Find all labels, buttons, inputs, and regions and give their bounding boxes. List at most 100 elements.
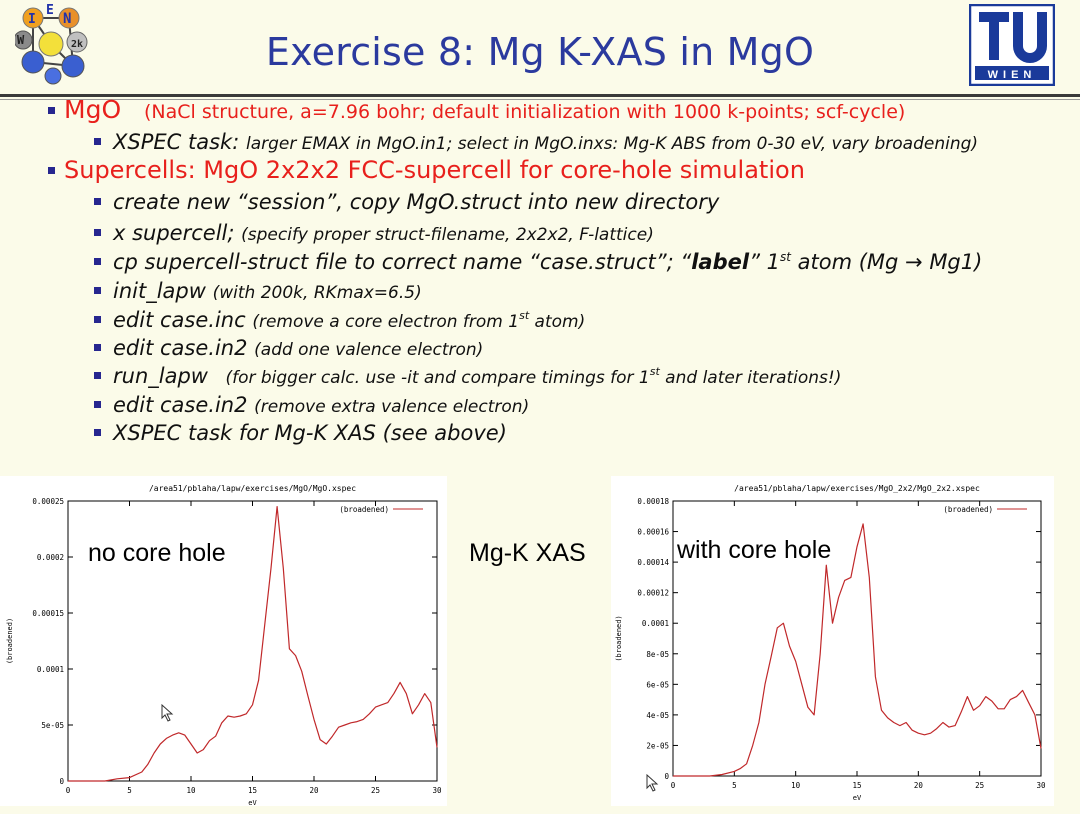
center-label: Mg-K XAS <box>469 539 586 567</box>
x-tick-label: 20 <box>309 786 319 795</box>
x-tick-label: 0 <box>66 786 71 795</box>
legend-label: (broadened) <box>339 505 389 514</box>
y-tick-label: 0.00018 <box>637 497 669 506</box>
sub-note: larger EMAX in MgO.in1; select in MgO.in… <box>245 134 979 154</box>
sub-note: (specify proper struct-filename, 2x2x2, … <box>241 225 654 245</box>
bullet-marker <box>48 107 55 114</box>
y-tick-label: 5e-05 <box>41 721 64 730</box>
x-tick-label: 5 <box>127 786 132 795</box>
svg-text:N: N <box>63 11 71 27</box>
svg-text:W: W <box>17 33 25 47</box>
y-tick-label: 0.0002 <box>37 553 64 562</box>
x-axis-label: eV <box>853 794 862 802</box>
y-axis-label: (broadened) <box>6 618 14 664</box>
chart-no-core-hole: /area51/pblaha/lapw/exercises/MgO/MgO.xs… <box>0 476 447 807</box>
y-tick-label: 0 <box>59 777 64 786</box>
subbullet: edit case.in2 (add one valence electron) <box>94 336 483 360</box>
bullet-supercells: Supercells: MgO 2x2x2 FCC-supercell for … <box>48 156 805 184</box>
subbullet: cp supercell-struct file to correct name… <box>94 250 982 274</box>
tuwien-logo: WIEN <box>968 3 1056 87</box>
x-tick-label: 5 <box>732 781 737 790</box>
x-tick-label: 30 <box>1036 781 1046 790</box>
sub-main: XSPEC task for Mg-K XAS (see above) <box>113 421 507 445</box>
sub-main: edit case.in2 <box>113 336 248 360</box>
bullet-text: (NaCl structure, a=7.96 bohr; default in… <box>144 101 906 123</box>
y-tick-label: 0.00014 <box>637 558 669 567</box>
wien2k-logo: I N W E 2k <box>13 3 95 88</box>
sub-note: (remove extra valence electron) <box>254 397 530 417</box>
sub-bold: label <box>691 250 750 274</box>
y-axis-label: (broadened) <box>615 615 623 661</box>
sub-note-2: and later iterations!) <box>659 368 842 388</box>
y-tick-label: 0.00012 <box>637 589 669 598</box>
sub-main: edit case.in2 <box>113 393 248 417</box>
sup: st <box>519 309 530 322</box>
mouse-cursor-icon <box>161 703 175 726</box>
y-tick-label: 2e-05 <box>646 741 669 750</box>
sub-note: (remove a core electron from 1 <box>252 312 520 332</box>
subbullet: edit case.inc (remove a core electron fr… <box>94 308 585 332</box>
y-tick-label: 0.0001 <box>37 665 64 674</box>
x-tick-label: 30 <box>432 786 442 795</box>
annotation-with-core-hole: with core hole <box>677 536 832 564</box>
sub-main: cp supercell-struct file to correct name… <box>113 250 692 274</box>
y-tick-label: 6e-05 <box>646 680 669 689</box>
series-line-broadened <box>673 523 1042 777</box>
sup: st <box>649 365 660 378</box>
sub-main: create new “session”, copy MgO.struct in… <box>113 190 720 214</box>
bullet-head: Supercells: MgO 2x2x2 FCC-supercell for … <box>64 156 805 184</box>
x-tick-label: 15 <box>248 786 257 795</box>
annotation-no-core-hole: no core hole <box>88 539 226 567</box>
sub-note-2: atom) <box>529 312 586 332</box>
mouse-cursor-icon <box>646 773 660 796</box>
svg-text:I: I <box>28 12 36 27</box>
bullet-mgo: MgO (NaCl structure, a=7.96 bohr; defaul… <box>48 95 905 124</box>
sub-main-2: ” 1 <box>749 250 780 274</box>
chart-title: /area51/pblaha/lapw/exercises/MgO_2x2/Mg… <box>734 484 980 493</box>
y-tick-label: 0.00016 <box>637 528 669 537</box>
svg-text:2k: 2k <box>71 39 83 50</box>
sup: st <box>780 250 791 264</box>
x-tick-label: 0 <box>671 781 676 790</box>
sub-main: XSPEC task: <box>113 130 240 154</box>
bullet-marker <box>48 167 55 174</box>
x-tick-label: 10 <box>186 786 196 795</box>
x-tick-label: 10 <box>791 781 801 790</box>
y-tick-label: 8e-05 <box>646 650 669 659</box>
y-tick-label: 0.00015 <box>32 609 64 618</box>
sub-main: edit case.inc <box>113 308 246 332</box>
bullet-head: MgO <box>64 95 122 124</box>
x-tick-label: 15 <box>852 781 861 790</box>
subbullet: x supercell; (specify proper struct-file… <box>94 221 654 245</box>
svg-text:WIEN: WIEN <box>988 69 1037 81</box>
chart-with-core-hole: /area51/pblaha/lapw/exercises/MgO_2x2/Mg… <box>611 476 1054 806</box>
sub-note: (with 200k, RKmax=6.5) <box>212 283 422 303</box>
subbullet: edit case.in2 (remove extra valence elec… <box>94 393 529 417</box>
x-tick-label: 20 <box>914 781 924 790</box>
title-divider <box>0 94 1080 97</box>
x-axis-label: eV <box>248 799 257 806</box>
y-tick-label: 0.0001 <box>642 619 669 628</box>
title-divider-thin <box>0 99 1080 100</box>
y-tick-label: 4e-05 <box>646 711 669 720</box>
sub-main: run_lapw <box>113 364 208 388</box>
subbullet: create new “session”, copy MgO.struct in… <box>94 190 719 214</box>
subbullet: init_lapw (with 200k, RKmax=6.5) <box>94 279 422 303</box>
sub-note: (for bigger calc. use -it and compare ti… <box>214 368 650 388</box>
series-line-broadened <box>68 506 438 782</box>
subbullet: XSPEC task: larger EMAX in MgO.in1; sele… <box>94 130 978 154</box>
chart-title: /area51/pblaha/lapw/exercises/MgO/MgO.xs… <box>149 484 356 493</box>
legend-label: (broadened) <box>943 505 993 514</box>
subbullet: XSPEC task for Mg-K XAS (see above) <box>94 421 507 445</box>
sub-main: init_lapw <box>113 279 206 303</box>
y-tick-label: 0.00025 <box>32 497 64 506</box>
sub-main: x supercell; <box>113 221 235 245</box>
x-tick-label: 25 <box>371 786 380 795</box>
sub-note: (add one valence electron) <box>254 340 484 360</box>
svg-text:E: E <box>46 4 54 18</box>
page-title: Exercise 8: Mg K-XAS in MgO <box>265 30 815 74</box>
y-tick-label: 0 <box>664 772 669 781</box>
subbullet: run_lapw (for bigger calc. use -it and c… <box>94 364 841 388</box>
sub-main-3: atom (Mg → Mg1) <box>790 250 983 274</box>
x-tick-label: 25 <box>975 781 984 790</box>
